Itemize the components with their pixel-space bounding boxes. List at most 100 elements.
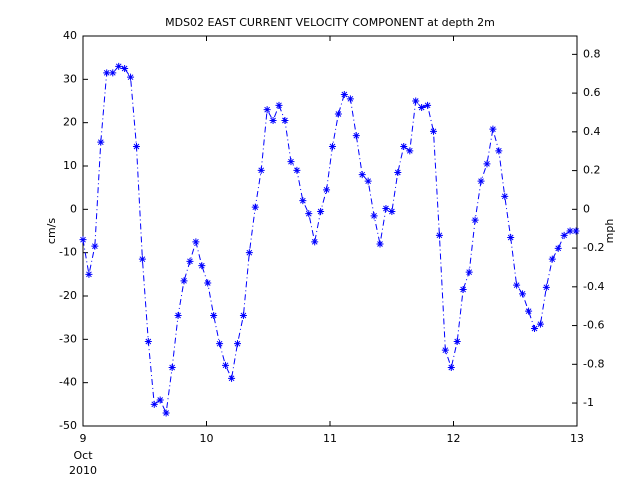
data-marker [174,312,182,319]
data-marker [79,236,87,244]
data-marker [453,338,461,345]
data-marker [222,361,230,369]
data-marker [323,186,331,194]
data-marker [489,125,497,133]
data-marker [364,177,372,185]
data-marker [459,286,467,293]
data-marker [299,197,307,205]
data-marker [465,268,473,276]
y2-tick-label: -1 [583,396,594,409]
data-marker [507,234,515,241]
data-marker [103,69,111,77]
data-marker [447,364,455,371]
data-marker [257,166,265,174]
data-marker [263,106,271,114]
x-tick-label: 12 [447,432,461,445]
data-marker [400,143,408,150]
data-marker [317,208,325,215]
data-marker [519,290,527,298]
data-marker [328,143,336,150]
y-tick-label: 40 [63,29,77,42]
x-tick-label: 10 [200,432,214,445]
data-marker [245,249,253,257]
data-marker [305,210,313,218]
y2-tick-label: 0.4 [583,125,601,138]
data-marker [531,325,539,332]
data-marker [168,364,176,371]
data-marker [198,262,206,270]
y2-axis-label: mph [603,219,616,244]
y-tick-label: -10 [59,246,77,259]
y2-tick-label: -0.6 [583,319,604,332]
data-marker [376,240,384,248]
series-line [82,65,577,415]
data-marker [233,340,241,348]
data-marker [554,244,562,252]
y-tick-label: 10 [63,159,77,172]
data-marker [394,169,402,176]
data-marker [358,171,366,179]
data-marker [239,312,247,319]
data-marker [91,242,99,250]
data-marker [109,69,117,77]
data-marker [566,227,574,235]
data-marker [180,277,188,285]
chart-title: MDS02 EAST CURRENT VELOCITY COMPONENT at… [165,16,495,29]
x-tick-label: 13 [570,432,584,445]
data-marker [572,227,580,235]
data-marker [495,147,503,155]
data-marker [150,400,158,408]
data-marker [156,396,164,404]
data-marker [127,73,135,81]
data-marker [370,212,378,220]
data-marker [275,101,283,109]
y-tick-label: 20 [63,116,77,129]
data-marker [560,231,568,239]
y-tick-label: -50 [59,419,77,432]
data-marker [251,203,259,211]
data-marker [471,216,479,224]
x-tick-label: 9 [80,432,87,445]
y-axis-label: cm/s [45,218,58,244]
data-marker [483,160,491,168]
data-marker [115,62,123,70]
data-marker [536,320,544,328]
data-marker [352,132,360,140]
data-marker [424,101,432,109]
data-marker [548,255,556,263]
data-marker [382,204,390,212]
x-axis-label: Oct [73,449,93,462]
y2-tick-label: 0.8 [583,47,601,60]
y-tick-label: 30 [63,72,77,85]
data-marker [406,147,414,155]
y2-tick-label: 0.2 [583,164,601,177]
y2-tick-label: -0.8 [583,357,604,370]
data-marker [293,166,301,174]
data-marker [513,281,521,289]
data-marker [192,238,200,246]
data-marker [501,192,509,200]
data-marker [228,374,236,382]
data-marker [144,338,152,345]
y2-tick-label: 0.6 [583,86,601,99]
y-tick-label: 0 [70,202,77,215]
x-axis-label: 2010 [69,464,97,477]
y2-tick-label: 0 [583,202,590,215]
data-marker [281,117,289,124]
data-marker [186,257,194,265]
data-marker [287,158,295,166]
y-tick-label: -40 [59,376,77,389]
data-marker [216,340,224,348]
data-marker [418,104,426,111]
data-marker [204,279,212,287]
data-marker [97,138,105,146]
y-tick-label: -30 [59,332,77,345]
data-marker [429,127,437,135]
data-marker [121,65,129,72]
data-marker [542,283,550,291]
data-marker [525,307,533,315]
data-marker [311,238,319,246]
y-tick-label: -20 [59,289,77,302]
